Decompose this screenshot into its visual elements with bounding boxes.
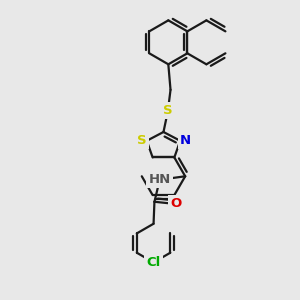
Text: S: S	[163, 104, 173, 117]
Text: S: S	[137, 134, 147, 147]
Text: Cl: Cl	[146, 256, 161, 269]
Text: N: N	[180, 134, 191, 147]
Text: O: O	[170, 197, 181, 211]
Text: HN: HN	[148, 173, 171, 186]
